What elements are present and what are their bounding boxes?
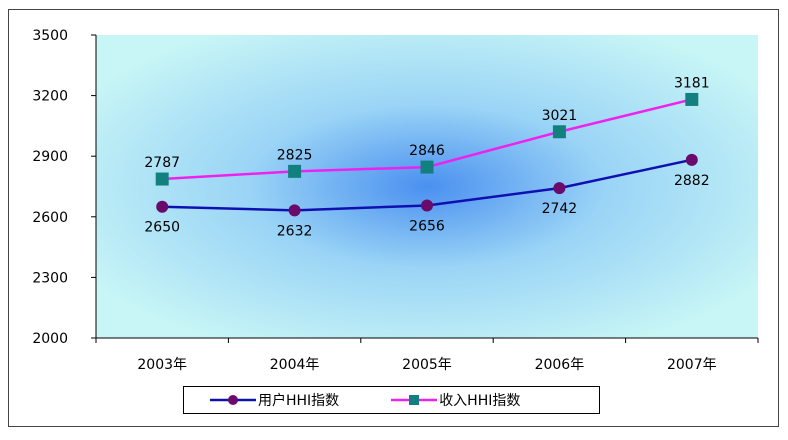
data-point-square <box>155 172 169 186</box>
data-label: 2825 <box>277 147 313 163</box>
data-point-square <box>685 92 699 106</box>
y-tick-label: 3500 <box>32 28 68 44</box>
data-point-square <box>288 164 302 178</box>
y-tick-label: 2000 <box>32 331 68 347</box>
data-point-circle <box>156 200 169 213</box>
data-label: 3021 <box>542 108 578 124</box>
data-label: 2846 <box>409 143 445 159</box>
data-point-square <box>420 160 434 174</box>
x-tick-label: 2004年 <box>270 357 320 373</box>
data-point-circle <box>421 199 433 212</box>
legend-label-series-1: 用户HHI指数 <box>258 393 340 409</box>
data-label: 2742 <box>542 201 578 217</box>
data-point-circle <box>685 153 698 166</box>
data-label: 2882 <box>674 173 710 189</box>
legend-line-circle-marker-icon <box>210 395 256 405</box>
x-tick-label: 2006年 <box>535 357 585 373</box>
legend-line-square-marker-icon <box>391 395 438 405</box>
data-label: 2656 <box>409 218 445 234</box>
legend-item-series-2: 收入HHI指数 <box>391 390 520 410</box>
x-tick-label: 2007年 <box>667 357 717 373</box>
legend-label-series-2: 收入HHI指数 <box>439 393 521 409</box>
data-point-square <box>552 125 566 139</box>
legend-item-series-1: 用户HHI指数 <box>210 390 339 410</box>
y-tick-label: 2900 <box>32 149 68 165</box>
y-tick-label: 2300 <box>32 270 68 286</box>
data-point-circle <box>288 204 301 217</box>
data-label: 2787 <box>144 155 180 171</box>
y-tick-label: 3200 <box>32 89 68 105</box>
data-label: 3181 <box>674 75 710 91</box>
y-tick-label: 2600 <box>32 210 68 226</box>
legend: 用户HHI指数 收入HHI指数 <box>183 386 600 414</box>
data-label: 2650 <box>144 220 180 236</box>
x-tick-label: 2003年 <box>137 357 187 373</box>
x-tick-label: 2005年 <box>402 357 452 373</box>
data-label: 2632 <box>277 223 313 239</box>
plot-area <box>96 35 758 338</box>
data-point-circle <box>553 182 566 195</box>
